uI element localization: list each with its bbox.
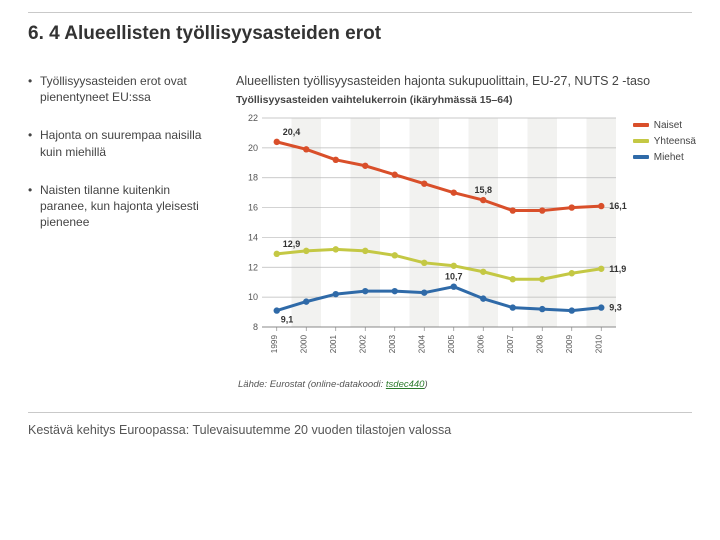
- legend-row-yhteensa: Yhteensä: [633, 136, 696, 147]
- top-divider: [28, 12, 692, 13]
- svg-text:2010: 2010: [594, 334, 603, 353]
- legend-label: Miehet: [654, 152, 684, 163]
- bullet-item: • Naisten tilanne kuitenkin paranee, kun…: [28, 182, 216, 231]
- svg-text:2002: 2002: [358, 334, 367, 353]
- svg-text:2009: 2009: [565, 334, 574, 353]
- legend-swatch: [633, 155, 649, 159]
- svg-text:22: 22: [248, 113, 258, 123]
- bullet-item: • Hajonta on suurempaa naisilla kuin mie…: [28, 127, 216, 159]
- svg-text:16: 16: [248, 202, 258, 212]
- page-title: 6. 4 Alueellisten työllisyysasteiden ero…: [28, 23, 692, 45]
- svg-text:2007: 2007: [506, 334, 515, 353]
- bottom-divider: [28, 412, 692, 413]
- bullet-item: • Työllisyysasteiden erot ovat pienentyn…: [28, 73, 216, 105]
- bullet-text: Naisten tilanne kuitenkin paranee, kun h…: [40, 182, 216, 231]
- bullet-dot: •: [28, 127, 40, 159]
- svg-text:1999: 1999: [270, 334, 279, 353]
- svg-text:12: 12: [248, 262, 258, 272]
- svg-text:9,3: 9,3: [609, 302, 622, 312]
- chart-title: Alueellisten työllisyysasteiden hajonta …: [236, 73, 692, 90]
- svg-text:8: 8: [253, 322, 258, 332]
- svg-text:10: 10: [248, 292, 258, 302]
- bullet-list: • Työllisyysasteiden erot ovat pienentyn…: [28, 73, 216, 390]
- svg-text:14: 14: [248, 232, 258, 242]
- legend-row-miehet: Miehet: [633, 152, 696, 163]
- svg-text:12,9: 12,9: [283, 239, 301, 249]
- footer-text: Kestävä kehitys Euroopassa: Tulevaisuute…: [28, 423, 692, 437]
- svg-text:18: 18: [248, 173, 258, 183]
- bullet-text: Työllisyysasteiden erot ovat pienentynee…: [40, 73, 216, 105]
- svg-text:2000: 2000: [299, 334, 308, 353]
- chart-source: Lähde: Eurostat (online-datakoodi: tsdec…: [238, 379, 692, 390]
- legend-swatch: [633, 139, 649, 143]
- svg-text:20,4: 20,4: [283, 127, 301, 137]
- bullet-dot: •: [28, 73, 40, 105]
- svg-text:2005: 2005: [447, 334, 456, 353]
- content-columns: • Työllisyysasteiden erot ovat pienentyn…: [28, 73, 692, 390]
- bullet-dot: •: [28, 182, 40, 231]
- svg-text:2003: 2003: [388, 334, 397, 353]
- source-suffix: ): [424, 379, 427, 390]
- chart-column: Alueellisten työllisyysasteiden hajonta …: [236, 73, 692, 390]
- line-chart: 8 10 12 14 16 18 20 22 1999 2000 2001 2002 2003 2004 2…: [236, 108, 676, 373]
- svg-text:9,1: 9,1: [281, 314, 294, 324]
- source-link[interactable]: tsdec440: [386, 379, 425, 390]
- svg-text:2008: 2008: [535, 334, 544, 353]
- chart-subtitle: Työllisyysasteiden vaihtelukerroin (ikär…: [236, 94, 692, 106]
- legend-swatch: [633, 123, 649, 127]
- svg-text:20: 20: [248, 143, 258, 153]
- bullet-text: Hajonta on suurempaa naisilla kuin miehi…: [40, 127, 216, 159]
- svg-text:2001: 2001: [329, 334, 338, 353]
- legend-label: Naiset: [654, 120, 682, 131]
- svg-text:11,9: 11,9: [609, 264, 626, 274]
- source-prefix: Lähde: Eurostat (online-datakoodi:: [238, 379, 386, 390]
- legend-label: Yhteensä: [654, 136, 696, 147]
- legend-row-naiset: Naiset: [633, 120, 696, 131]
- svg-text:2006: 2006: [476, 334, 485, 353]
- chart-legend: Naiset Yhteensä Miehet: [633, 120, 696, 168]
- svg-text:10,7: 10,7: [445, 272, 463, 282]
- svg-text:16,1: 16,1: [609, 201, 627, 211]
- slide-page: 6. 4 Alueellisten työllisyysasteiden ero…: [0, 0, 720, 540]
- svg-text:15,8: 15,8: [474, 185, 492, 195]
- svg-text:2004: 2004: [417, 334, 426, 353]
- chart-wrap: Naiset Yhteensä Miehet 81012141618202219…: [236, 108, 692, 373]
